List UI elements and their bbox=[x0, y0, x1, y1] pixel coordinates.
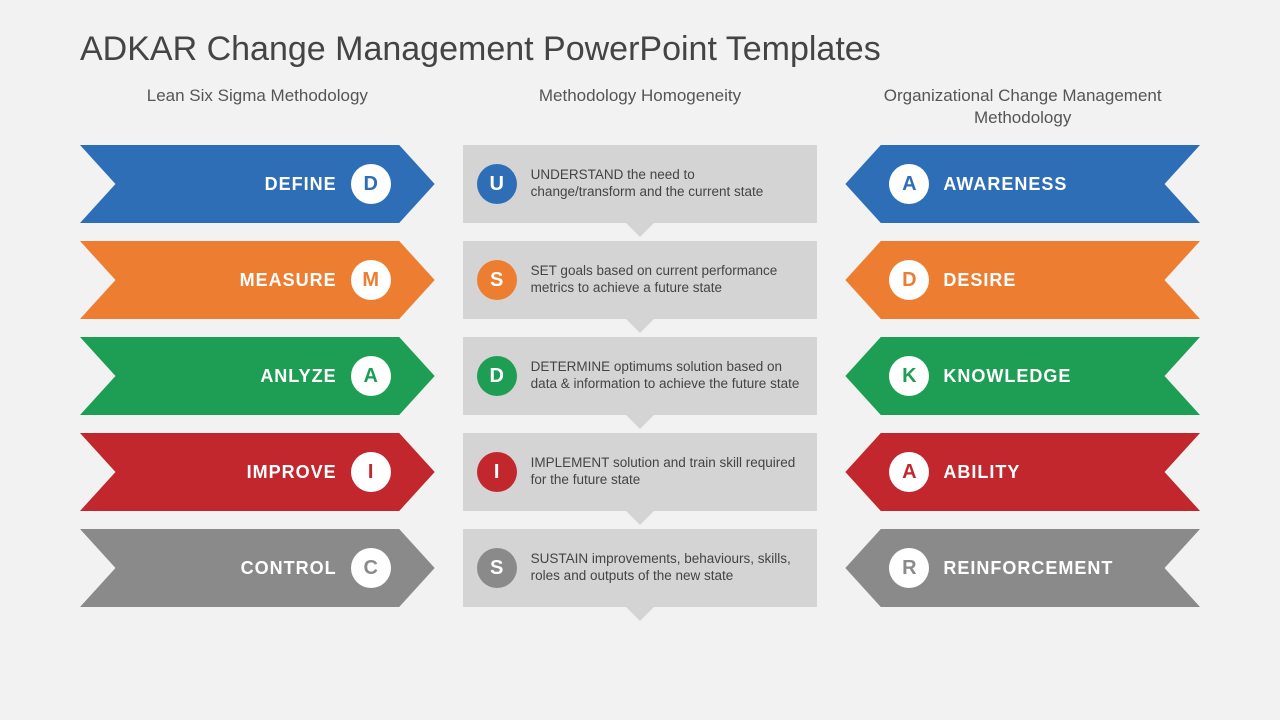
left-arrow-label: IMPROVE bbox=[247, 462, 337, 483]
left-arrow-letter-circle: M bbox=[351, 260, 391, 300]
left-arrow-row: DEFINE D bbox=[80, 145, 435, 223]
left-column: Lean Six Sigma Methodology DEFINE D MEASUR… bbox=[80, 85, 435, 607]
left-arrow-letter-circle: C bbox=[351, 548, 391, 588]
left-rows: DEFINE D MEASURE M ANLYZE A IMPROVE I CONTROL C bbox=[80, 145, 435, 607]
right-arrow-label: DESIRE bbox=[943, 270, 1016, 291]
middle-card-text: SET goals based on current performance m… bbox=[531, 263, 804, 297]
left-arrow-letter-circle: I bbox=[351, 452, 391, 492]
middle-letter-circle: S bbox=[477, 548, 517, 588]
left-arrow-row: ANLYZE A bbox=[80, 337, 435, 415]
middle-card-text: IMPLEMENT solution and train skill requi… bbox=[531, 455, 804, 489]
right-arrow-row: AABILITY bbox=[845, 433, 1200, 511]
right-arrow-row: DDESIRE bbox=[845, 241, 1200, 319]
right-arrow-row: AAWARENESS bbox=[845, 145, 1200, 223]
left-arrow-letter-circle: D bbox=[351, 164, 391, 204]
middle-card-row: D DETERMINE optimums solution based on da… bbox=[463, 337, 818, 415]
middle-card-row: U UNDERSTAND the need to change/transform… bbox=[463, 145, 818, 223]
right-arrow-row: RREINFORCEMENT bbox=[845, 529, 1200, 607]
left-arrow-label: DEFINE bbox=[265, 174, 337, 195]
right-arrow-label: AWARENESS bbox=[943, 174, 1067, 195]
columns-container: Lean Six Sigma Methodology DEFINE D MEASUR… bbox=[80, 85, 1200, 607]
left-arrow-row: IMPROVE I bbox=[80, 433, 435, 511]
right-column: Organizational Change Management Methodo… bbox=[845, 85, 1200, 607]
middle-letter-circle: S bbox=[477, 260, 517, 300]
left-arrow-letter-circle: A bbox=[351, 356, 391, 396]
right-arrow-label: ABILITY bbox=[943, 462, 1020, 483]
left-arrow-row: CONTROL C bbox=[80, 529, 435, 607]
middle-column-header: Methodology Homogeneity bbox=[463, 85, 818, 133]
left-arrow-row: MEASURE M bbox=[80, 241, 435, 319]
left-arrow-label: CONTROL bbox=[241, 558, 337, 579]
left-arrow-label: ANLYZE bbox=[260, 366, 336, 387]
page-title: ADKAR Change Management PowerPoint Templ… bbox=[80, 30, 1200, 69]
middle-letter-circle: D bbox=[477, 356, 517, 396]
right-arrow-row: KKNOWLEDGE bbox=[845, 337, 1200, 415]
right-column-header: Organizational Change Management Methodo… bbox=[845, 85, 1200, 133]
right-rows: AAWARENESS DDESIRE KKNOWLEDGE AABILITY RREIN… bbox=[845, 145, 1200, 607]
right-arrow-label: KNOWLEDGE bbox=[943, 366, 1071, 387]
left-column-header: Lean Six Sigma Methodology bbox=[80, 85, 435, 133]
left-arrow-label: MEASURE bbox=[240, 270, 337, 291]
middle-column: Methodology Homogeneity U UNDERSTAND the … bbox=[463, 85, 818, 607]
middle-card-row: S SET goals based on current performance … bbox=[463, 241, 818, 319]
middle-card-row: S SUSTAIN improvements, behaviours, skill… bbox=[463, 529, 818, 607]
middle-card-row: I IMPLEMENT solution and train skill requ… bbox=[463, 433, 818, 511]
middle-rows: U UNDERSTAND the need to change/transform… bbox=[463, 145, 818, 607]
middle-letter-circle: I bbox=[477, 452, 517, 492]
middle-letter-circle: U bbox=[477, 164, 517, 204]
middle-card-text: UNDERSTAND the need to change/transform … bbox=[531, 167, 804, 201]
middle-card-text: DETERMINE optimums solution based on dat… bbox=[531, 359, 804, 393]
middle-card-text: SUSTAIN improvements, behaviours, skills… bbox=[531, 551, 804, 585]
right-arrow-label: REINFORCEMENT bbox=[943, 558, 1113, 579]
